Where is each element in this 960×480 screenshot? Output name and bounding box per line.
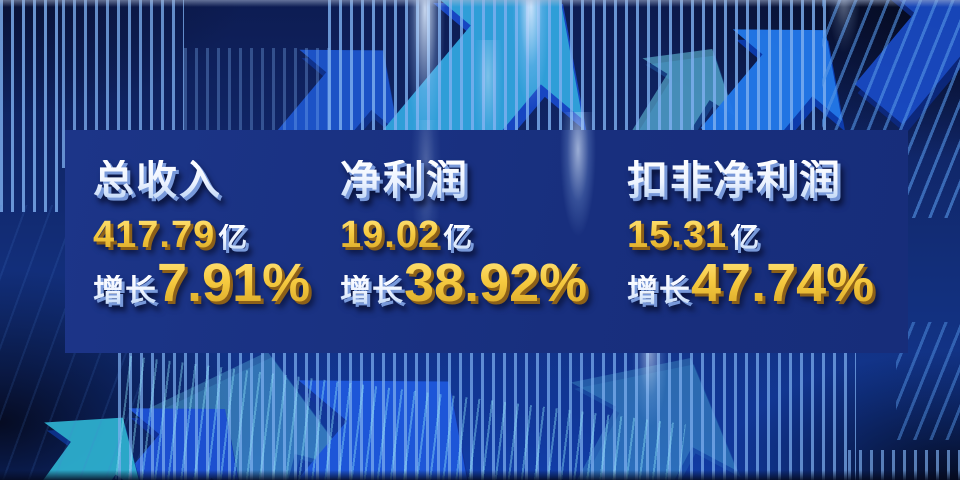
metric-growth-label: 增长 [340, 273, 404, 308]
light-beam [822, 0, 866, 110]
stripe-group [0, 0, 58, 212]
metric-label: 总收入 [93, 157, 222, 203]
metric-growth-label: 增长 [627, 273, 691, 308]
stripe-group [184, 48, 330, 132]
metric-value: 15.31 [627, 214, 728, 256]
metric-value-row: 417.79 亿 [93, 216, 247, 254]
metric-growth-row: 增长 7.91% [93, 256, 310, 310]
metric-value-row: 15.31 亿 [627, 216, 759, 254]
stripe-group [118, 352, 856, 480]
metric-value: 19.02 [340, 214, 441, 256]
metric-growth-value: 7.91% [157, 253, 311, 313]
metric-growth-row: 增长 47.74% [627, 256, 874, 310]
metric-value-row: 19.02 亿 [340, 216, 472, 254]
metric-growth-value: 47.74% [691, 253, 875, 313]
top-light-strip [0, 0, 960, 7]
metric-value: 417.79 [93, 214, 216, 256]
metric-label: 净利润 [340, 157, 469, 203]
kpi-panel: 总收入 417.79 亿 增长 7.91% 净利润 19.02 亿 增长 38.… [65, 112, 908, 380]
metric-unit: 亿 [443, 222, 473, 254]
light-beam [406, 120, 446, 380]
metric-growth-row: 增长 38.92% [340, 256, 587, 310]
metric-unit: 亿 [730, 222, 760, 254]
light-beam [554, 112, 602, 322]
bottom-dark-strip [0, 470, 960, 480]
metric-unit: 亿 [218, 222, 248, 254]
metric-growth-value: 38.92% [404, 253, 588, 313]
metric-label: 扣非净利润 [627, 157, 842, 203]
metric-growth-label: 增长 [93, 273, 157, 308]
